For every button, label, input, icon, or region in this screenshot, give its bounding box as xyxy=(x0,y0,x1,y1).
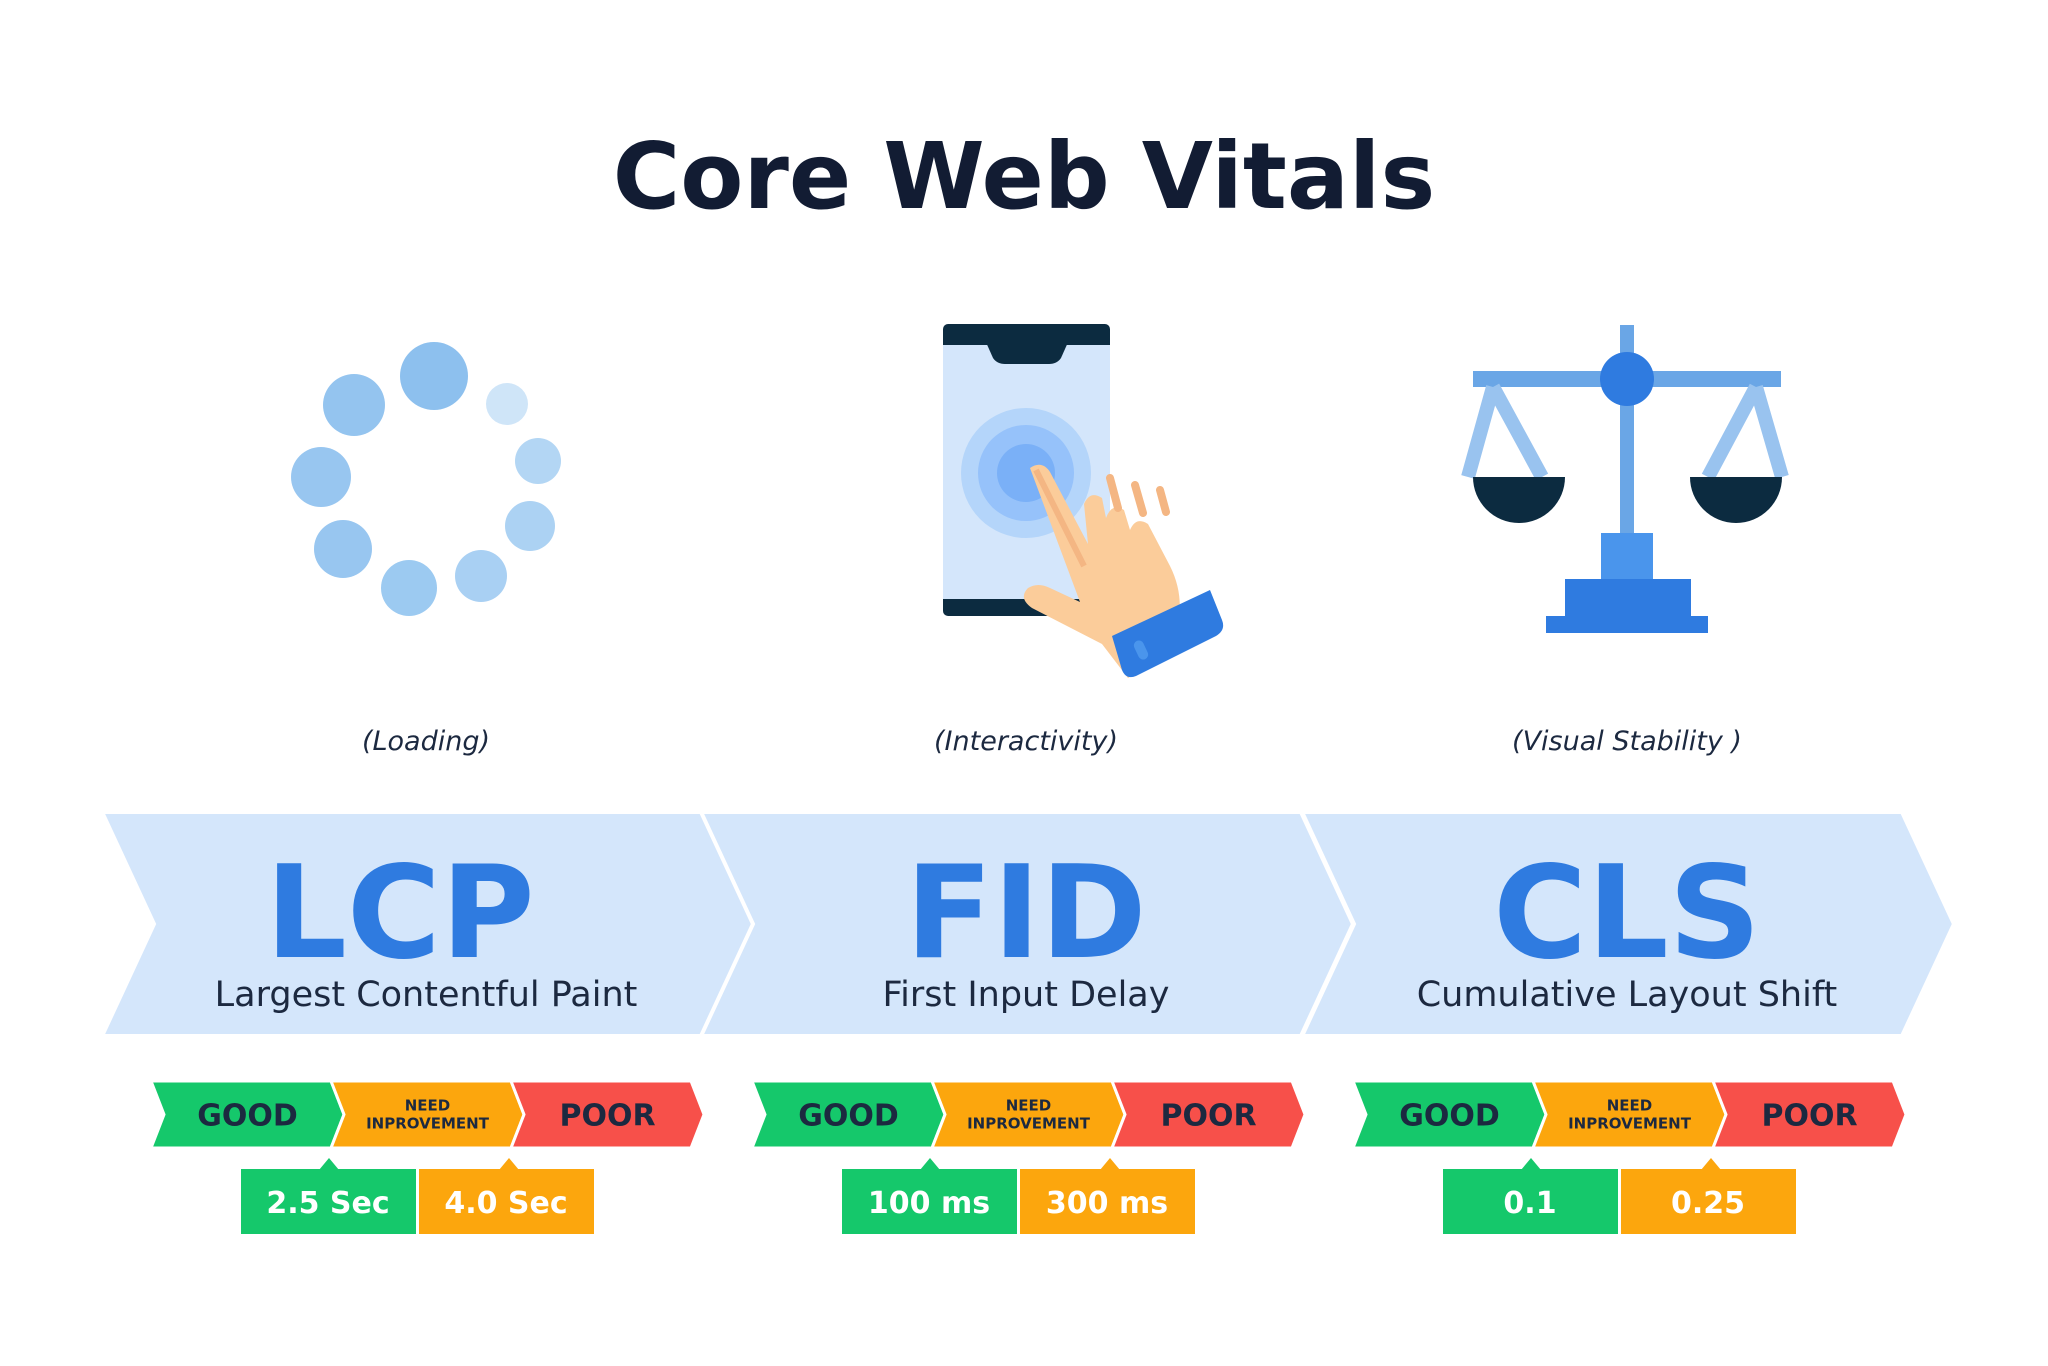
threshold-pointer xyxy=(1100,1158,1120,1170)
rating-poor-label: POOR xyxy=(1160,1099,1256,1134)
rating-need-label-line2: INPROVEMENT xyxy=(967,1115,1091,1133)
threshold-box xyxy=(419,1169,594,1234)
rating-good-label: GOOD xyxy=(798,1099,899,1134)
rating-need-label-line1: NEED xyxy=(1607,1097,1653,1115)
threshold-value: 2.5 Sec xyxy=(266,1186,389,1221)
metric-abbreviation: FID xyxy=(905,839,1146,988)
rating-poor-segment xyxy=(508,1079,706,1150)
rating-poor-label: POOR xyxy=(1761,1099,1857,1134)
category-label: (Visual Stability ) xyxy=(1512,726,1742,757)
rating-need-label-line2: INPROVEMENT xyxy=(366,1115,490,1133)
threshold-box xyxy=(1621,1169,1796,1234)
rating-need-label-line1: NEED xyxy=(405,1097,451,1115)
threshold-value: 100 ms xyxy=(868,1186,990,1221)
metric-name: Cumulative Layout Shift xyxy=(1417,975,1838,1015)
phone-tap-icon xyxy=(943,324,1224,678)
rating-poor-segment xyxy=(1710,1079,1908,1150)
balance-scale-icon xyxy=(1461,325,1789,633)
rating-poor-label: POOR xyxy=(559,1099,655,1134)
metric-name: First Input Delay xyxy=(883,975,1170,1015)
threshold-pointer xyxy=(499,1158,519,1170)
threshold-box xyxy=(241,1169,416,1234)
threshold-box xyxy=(1443,1169,1618,1234)
rating-good-label: GOOD xyxy=(197,1099,298,1134)
metric-abbreviation: LCP xyxy=(265,839,534,988)
threshold-pointer xyxy=(920,1158,940,1170)
rating-need-label-line1: NEED xyxy=(1006,1097,1052,1115)
threshold-value: 0.1 xyxy=(1503,1186,1556,1221)
page-title: Core Web Vitals xyxy=(613,123,1435,230)
threshold-pointer xyxy=(1701,1158,1721,1170)
loading-spinner-icon xyxy=(291,342,561,616)
category-label: (Interactivity) xyxy=(934,726,1118,757)
rating-good-label: GOOD xyxy=(1399,1099,1500,1134)
rating-need-label-line2: INPROVEMENT xyxy=(1568,1115,1692,1133)
metric-name: Largest Contentful Paint xyxy=(215,975,638,1015)
threshold-pointer xyxy=(319,1158,339,1170)
threshold-pointer xyxy=(1521,1158,1541,1170)
threshold-value: 0.25 xyxy=(1671,1186,1745,1221)
metric-abbreviation: CLS xyxy=(1493,839,1761,988)
metric-chevron xyxy=(1298,810,1957,1038)
rating-poor-segment xyxy=(1109,1079,1307,1150)
threshold-value: 300 ms xyxy=(1046,1186,1168,1221)
threshold-box xyxy=(842,1169,1017,1234)
category-label: (Loading) xyxy=(362,726,490,757)
threshold-box xyxy=(1020,1169,1195,1234)
threshold-value: 4.0 Sec xyxy=(444,1186,567,1221)
